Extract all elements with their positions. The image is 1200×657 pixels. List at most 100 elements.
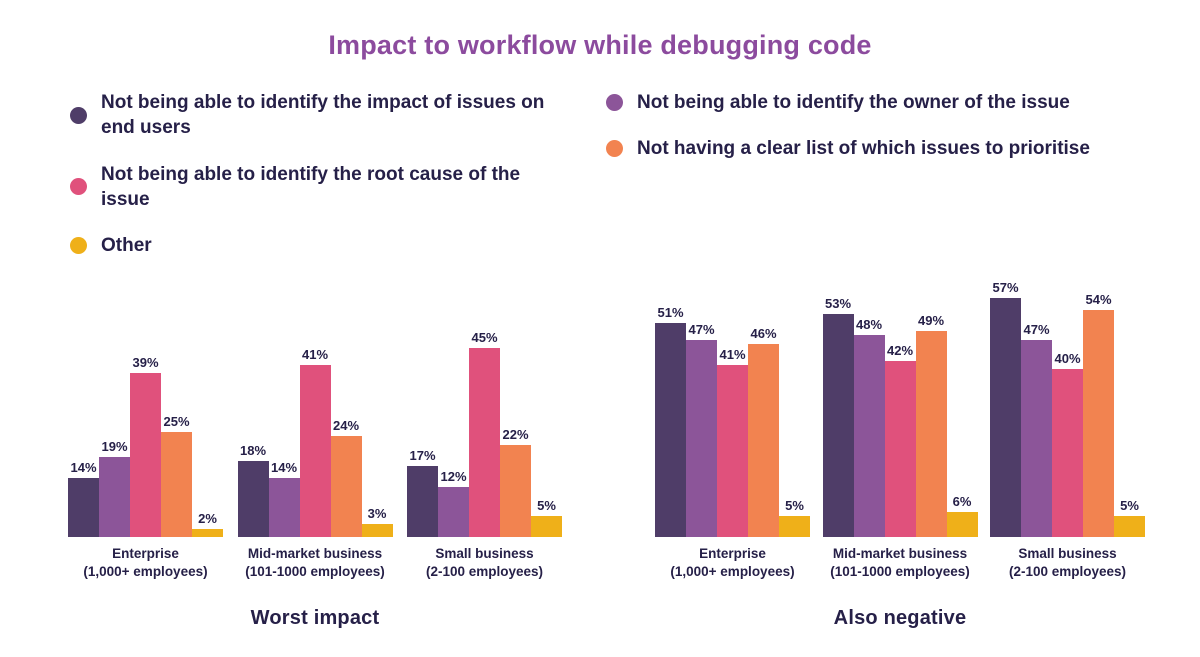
bar — [192, 529, 223, 537]
bar-cell: 19% — [99, 439, 130, 537]
category-label: Small business (2-100 employees) — [407, 545, 562, 581]
bar-cell: 18% — [237, 443, 269, 537]
bar-cell: 5% — [779, 498, 810, 537]
legend-dot-icon — [606, 94, 623, 112]
bar-value-label: 25% — [163, 414, 190, 429]
bar-value-label: 41% — [301, 347, 329, 362]
legend-item: Not having a clear list of which issues … — [606, 136, 1106, 161]
bar — [748, 344, 779, 537]
bar-cell: 12% — [438, 469, 469, 537]
legend-item-label: Not having a clear list of which issues … — [637, 138, 1090, 160]
bar-cell: 42% — [884, 343, 916, 537]
bar-cell: 2% — [192, 511, 223, 537]
bar-value-label: 14% — [70, 460, 97, 475]
bar-value-label: 42% — [886, 343, 914, 358]
bar-value-label: 51% — [657, 305, 684, 320]
bar-value-label: 47% — [688, 322, 715, 337]
bar-value-label: 3% — [367, 506, 387, 521]
legend-column-left: Not being able to identify the impact of… — [70, 90, 570, 279]
bar-cell: 3% — [361, 506, 393, 537]
bar — [822, 314, 854, 537]
legend-item-label: Not being able to identify the impact of… — [101, 92, 545, 139]
bar-cell: 5% — [1114, 498, 1145, 537]
category-label: Enterprise (1,000+ employees) — [655, 545, 810, 581]
bar — [407, 466, 438, 537]
bar-cell: 51% — [655, 305, 686, 537]
bar-value-label: 2% — [198, 511, 217, 526]
bar-value-label: 24% — [332, 418, 360, 433]
bar-cell: 53% — [822, 296, 854, 537]
category-label-line1: Enterprise — [699, 546, 766, 561]
legend-item-label: Other — [101, 235, 152, 257]
bar-value-label: 49% — [917, 313, 945, 328]
category-label: Mid-market business (101-1000 employees) — [823, 545, 978, 581]
bar-group: 18% 14% 41% 24% 3% — [237, 347, 393, 537]
bar — [1114, 516, 1145, 537]
bar-value-label: 47% — [1023, 322, 1050, 337]
bar-value-label: 41% — [719, 347, 746, 362]
bar-value-label: 5% — [785, 498, 804, 513]
category-label: Small business (2-100 employees) — [990, 545, 1145, 581]
bar-cell: 6% — [946, 494, 978, 537]
bar — [717, 365, 748, 537]
bar-value-label: 14% — [270, 460, 298, 475]
bar-cell: 14% — [68, 460, 99, 537]
bar — [915, 331, 947, 537]
category-label-line2: (2-100 employees) — [425, 564, 544, 580]
bar-group: 53% 48% 42% 49% 6% — [822, 296, 978, 537]
legend-dot-icon — [606, 140, 623, 158]
legend-item: Not being able to identify the owner of … — [606, 90, 1106, 115]
bar-value-label: 57% — [992, 280, 1019, 295]
bar-cell: 47% — [1021, 322, 1052, 537]
chart-worst-impact: 14% 19% 39% 25% 2% 18% 14% 41% 24% 3% 17% 12% 45% 22%… — [68, 270, 562, 630]
bar — [1021, 340, 1052, 537]
bar-value-label: 39% — [132, 355, 159, 370]
bar-cell: 39% — [130, 355, 161, 537]
legend-item-label: Not being able to identify the root caus… — [101, 163, 521, 210]
bar — [161, 432, 192, 537]
bar-value-label: 53% — [824, 296, 852, 311]
legend-item: Not being able to identify the impact of… — [70, 90, 570, 141]
page-title: Impact to workflow while debugging code — [328, 30, 872, 60]
category-label-line1: Small business — [1018, 546, 1117, 561]
bar-cell: 57% — [990, 280, 1021, 537]
chart-also-negative: 51% 47% 41% 46% 5% 53% 48% 42% 49% 6% 57% 47% 40% 54%… — [655, 270, 1145, 630]
bars-row: 51% 47% 41% 46% 5% 53% 48% 42% 49% 6% 57% 47% 40% 54%… — [655, 270, 1145, 537]
chart-subtitle: Also negative — [833, 607, 967, 630]
bar-cell: 40% — [1052, 351, 1083, 537]
bar — [779, 516, 810, 537]
category-label-line2: (1,000+ employees) — [670, 564, 795, 580]
category-label-line1: Mid-market business — [247, 546, 383, 561]
category-label-line1: Small business — [435, 546, 534, 561]
bar-group: 14% 19% 39% 25% 2% — [68, 355, 223, 537]
bar — [946, 512, 978, 537]
bar-value-label: 17% — [409, 448, 436, 463]
charts-area: 14% 19% 39% 25% 2% 18% 14% 41% 24% 3% 17% 12% 45% 22%… — [0, 270, 1200, 650]
bar-cell: 45% — [469, 330, 500, 537]
legend-item-label: Not being able to identify the owner of … — [637, 92, 1070, 113]
category-label-line2: (101-1000 employees) — [830, 564, 970, 580]
category-label-line1: Enterprise — [112, 546, 179, 561]
category-label-line1: Mid-market business — [832, 546, 968, 561]
bar — [237, 461, 269, 537]
legend-item: Other — [70, 233, 570, 258]
bar — [130, 373, 161, 537]
bar-group: 51% 47% 41% 46% 5% — [655, 305, 810, 537]
bar-value-label: 5% — [537, 498, 556, 513]
bar — [686, 340, 717, 537]
bar — [469, 348, 500, 537]
bar-value-label: 46% — [750, 326, 777, 341]
bar-value-label: 45% — [471, 330, 498, 345]
bar — [853, 335, 885, 537]
bar-value-label: 48% — [855, 317, 883, 332]
bar-group: 17% 12% 45% 22% 5% — [407, 330, 562, 537]
bar — [990, 298, 1021, 537]
legend-dot-icon — [70, 178, 87, 196]
bar-group: 57% 47% 40% 54% 5% — [990, 280, 1145, 537]
category-axis: Enterprise (1,000+ employees) Mid-market b… — [655, 545, 1145, 581]
bar — [655, 323, 686, 537]
legend-column-right: Not being able to identify the owner of … — [606, 90, 1106, 183]
category-axis: Enterprise (1,000+ employees) Mid-market b… — [68, 545, 562, 581]
bar-cell: 25% — [161, 414, 192, 537]
bar-value-label: 54% — [1085, 292, 1112, 307]
